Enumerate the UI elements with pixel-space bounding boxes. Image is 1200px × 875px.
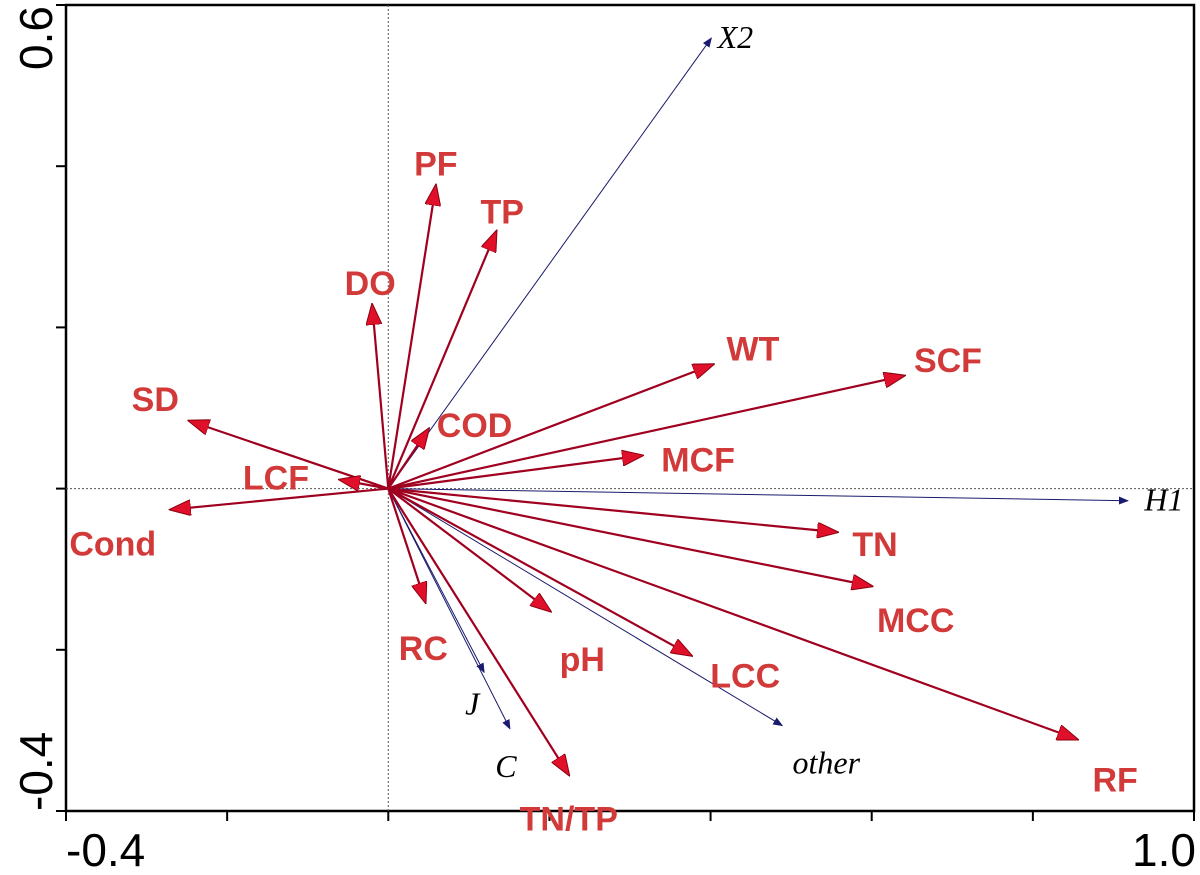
env-label-cond: Cond — [69, 526, 156, 564]
env-arrow-mcc — [388, 487, 871, 587]
env-arrow-do — [372, 305, 390, 489]
species-label-j: J — [465, 685, 481, 721]
env-label-tn-tp: TN/TP — [520, 801, 618, 839]
species-arrow-other — [388, 488, 784, 727]
env-arrow-cod — [387, 429, 428, 490]
x-tick-label-max: 1.0 — [1132, 824, 1196, 875]
species-label-c: C — [495, 748, 517, 784]
env-arrow-mcf — [388, 456, 642, 490]
env-arrow-scf — [388, 376, 904, 490]
species-label-h1: H1 — [1143, 482, 1183, 518]
species-arrow-h1 — [388, 488, 1129, 505]
env-label-pf: PF — [414, 146, 457, 184]
env-label-sd: SD — [132, 381, 179, 419]
environment-arrows — [171, 186, 1077, 775]
env-label-mcc: MCC — [877, 602, 954, 640]
env-arrow-tn-tp — [387, 488, 568, 775]
species-arrow-x2 — [387, 37, 712, 489]
vector-labels: X2 H1 JC other PF TP DO WT SCF COD MCF SD LCF Cond TN M… — [69, 19, 1183, 839]
env-arrow-cond — [171, 487, 389, 510]
env-arrow-rf — [387, 487, 1077, 740]
env-label-wt: WT — [727, 330, 780, 368]
env-arrow-wt — [387, 364, 713, 490]
env-label-cod: COD — [437, 407, 513, 445]
env-arrow-rc — [387, 488, 425, 603]
env-label-mcf: MCF — [661, 442, 735, 480]
plot-frame — [64, 3, 1196, 813]
env-label-scf: SCF — [914, 342, 982, 380]
env-arrow-pf — [387, 186, 436, 489]
x-tick-label-min: -0.4 — [66, 824, 145, 875]
axis-ticks — [56, 4, 1195, 821]
env-label-ph: pH — [560, 641, 605, 679]
species-label-other: other — [793, 745, 861, 781]
y-tick-label-min: -0.4 — [10, 732, 62, 811]
env-arrow-lcc — [387, 487, 691, 656]
env-arrow-ph — [387, 487, 550, 612]
species-label-x2: X2 — [716, 19, 754, 55]
env-arrow-tn — [388, 487, 837, 533]
species-arrow-c — [387, 488, 511, 730]
env-label-rc: RC — [399, 630, 448, 668]
env-label-lcf: LCF — [243, 460, 309, 498]
env-label-do: DO — [345, 265, 396, 303]
env-arrow-tp — [387, 231, 496, 490]
env-label-tp: TP — [481, 193, 524, 231]
species-arrows — [387, 37, 1129, 730]
y-tick-label-max: 0.6 — [10, 6, 62, 70]
env-label-tn: TN — [852, 526, 897, 564]
env-label-rf: RF — [1093, 761, 1138, 799]
env-arrow-lcf — [340, 480, 389, 489]
env-label-lcc: LCC — [710, 657, 780, 695]
